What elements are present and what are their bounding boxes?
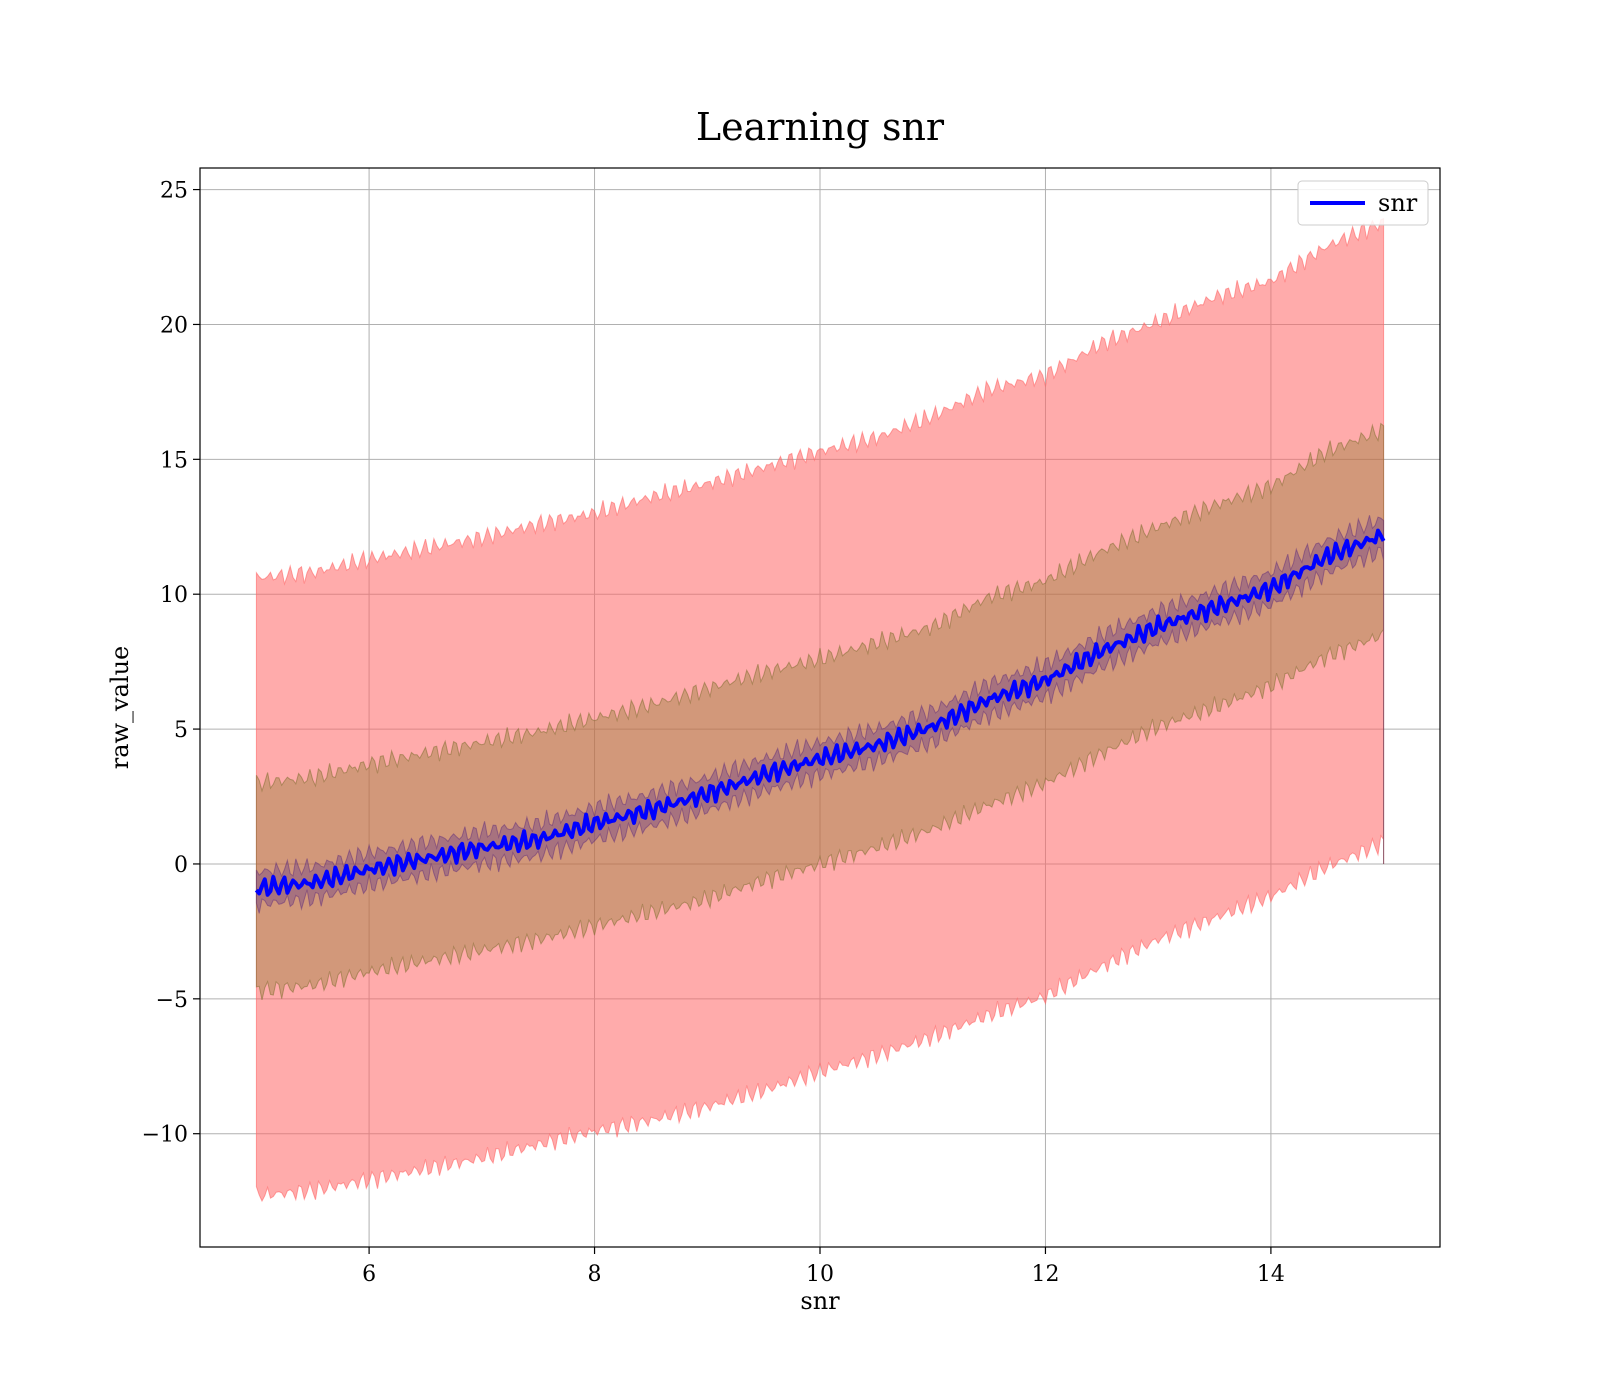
bands: [255, 217, 1385, 1203]
x-tick-label: 12: [1031, 1262, 1059, 1287]
y-ticks: −10 −5 0 5 10 15 20 25: [142, 179, 200, 1148]
band-inner: [255, 515, 1385, 914]
x-tick-label: 6: [362, 1262, 376, 1287]
series-line-snr: [254, 528, 1386, 897]
legend: snr: [1297, 180, 1429, 226]
x-tick-label: 10: [806, 1262, 834, 1287]
y-tick-label: 15: [160, 448, 188, 473]
y-tick-label: −10: [142, 1123, 188, 1148]
x-tick-label: 14: [1257, 1262, 1285, 1287]
legend-label-snr: snr: [1378, 189, 1418, 217]
band-middle: [255, 422, 1385, 1001]
y-tick-label: 5: [174, 718, 188, 743]
y-tick-label: −5: [156, 988, 188, 1013]
y-axis-label: raw_value: [106, 646, 134, 770]
series-lines: [254, 528, 1386, 897]
x-ticks: 6 8 10 12 14: [362, 1247, 1285, 1287]
y-tick-label: 10: [160, 583, 188, 608]
x-tick-label: 8: [588, 1262, 602, 1287]
chart-title: Learning snr: [696, 105, 945, 149]
y-tick-label: 0: [174, 853, 188, 878]
y-tick-label: 25: [160, 179, 188, 204]
y-tick-label: 20: [160, 313, 188, 338]
x-axis-label: snr: [800, 1287, 840, 1315]
